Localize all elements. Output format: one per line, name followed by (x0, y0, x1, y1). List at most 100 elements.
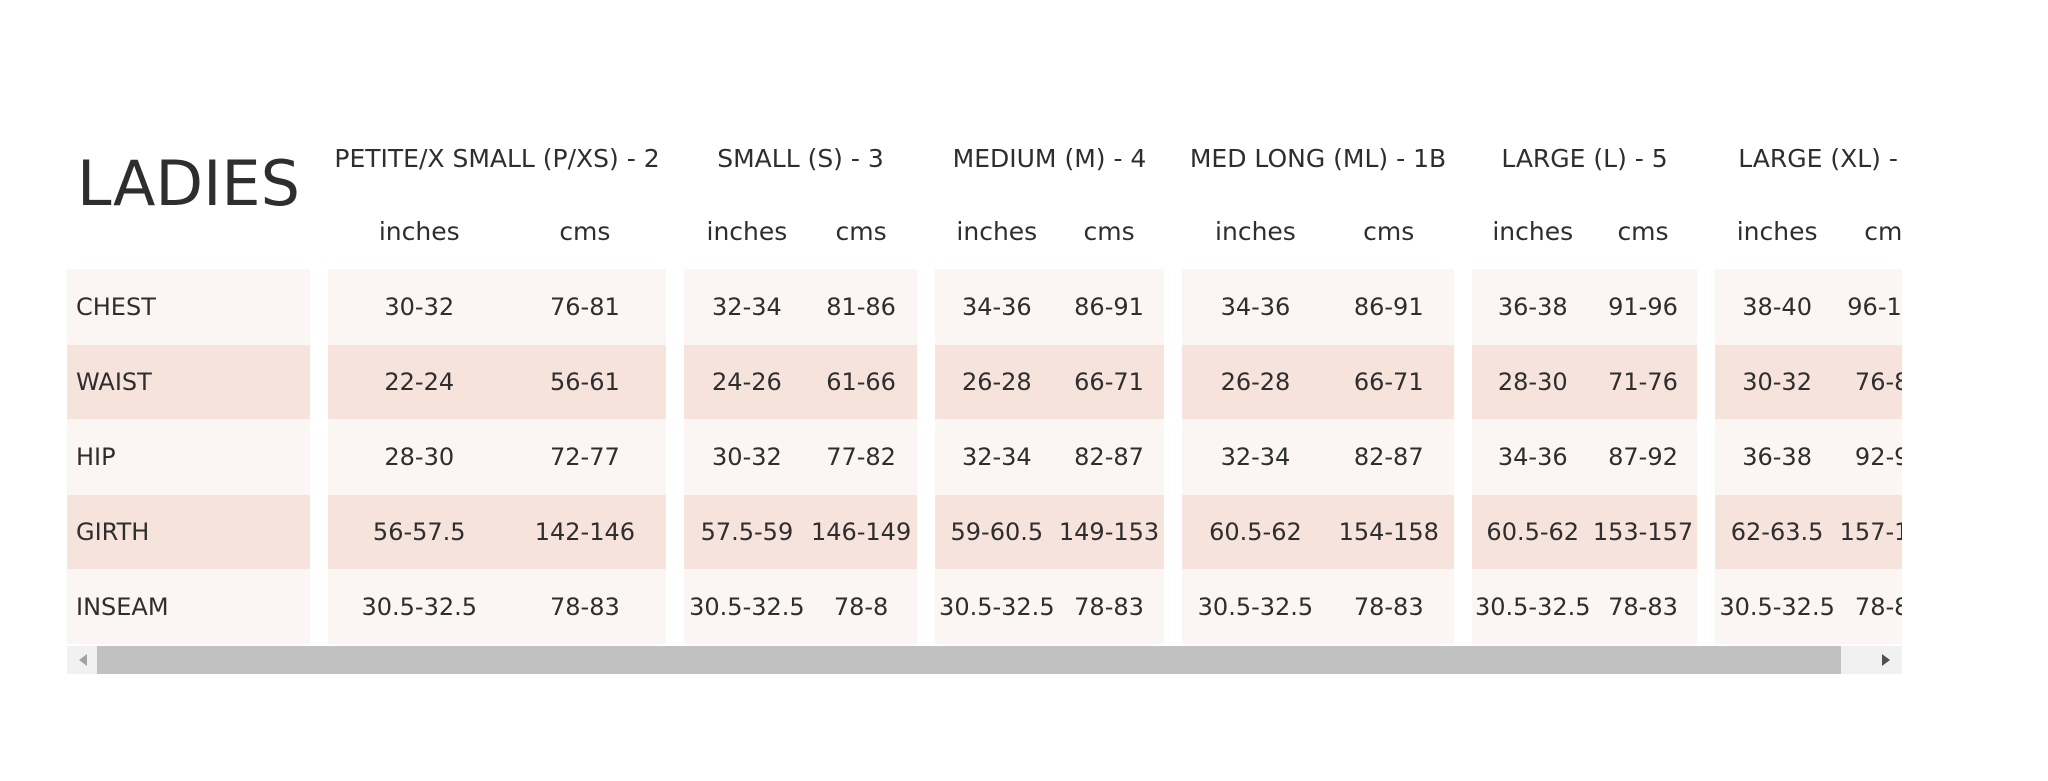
size-value: 34-36 (1497, 443, 1568, 471)
unit-header: cms (1864, 216, 1902, 246)
unit-header: inches (1736, 216, 1818, 246)
size-value: 153-157 (1592, 518, 1694, 546)
size-value: 86-91 (1074, 293, 1144, 321)
size-value: 82-87 (1074, 443, 1144, 471)
size-value: 22-24 (384, 368, 455, 396)
cell-bg (1715, 269, 1902, 345)
unit-header: cms (1363, 216, 1415, 246)
scrollbar-graphic (79, 646, 1890, 674)
size-table[interactable]: LADIES PETITE/X SMALL (P/XS) - 2 inches cm… (0, 0, 1902, 781)
size-value: 34-36 (961, 293, 1032, 321)
size-value: 36-38 (1497, 293, 1568, 321)
unit-header: cms (835, 216, 887, 246)
size-value: 66-71 (1353, 368, 1424, 396)
table-title: LADIES (77, 147, 300, 220)
cell-bg (684, 269, 917, 345)
size-header: MEDIUM (M) - 4 (952, 143, 1147, 173)
cell-bg (1715, 495, 1902, 569)
cell-bg (1472, 345, 1697, 419)
size-value: 26-28 (1220, 368, 1291, 396)
unit-header: inches (956, 216, 1038, 246)
cell-bg (328, 269, 666, 345)
size-value: 30-32 (1742, 368, 1812, 396)
size-value: 30.5-32.5 (689, 592, 805, 621)
size-value: 28-30 (384, 443, 455, 471)
size-value: 86-91 (1353, 293, 1424, 321)
cell-bg (935, 269, 1164, 345)
cell-bg (935, 345, 1164, 419)
size-value: 56-57.5 (372, 518, 466, 546)
size-value: 30.5-32.5 (1197, 592, 1314, 621)
cell-bg (1715, 569, 1902, 644)
cell-bg (1182, 569, 1454, 644)
size-value: 59-60.5 (950, 518, 1044, 546)
size-value: 92-97 (1854, 443, 1902, 471)
cell-bg (684, 345, 917, 419)
size-value: 78-83 (1608, 592, 1678, 621)
cell-bg (1715, 419, 1902, 495)
size-value: 71-76 (1608, 368, 1678, 396)
size-value: 32-34 (712, 293, 782, 321)
size-value: 154-158 (1338, 518, 1439, 546)
size-value: 146-149 (810, 518, 912, 546)
cell-bg (1182, 269, 1454, 345)
cell-bg (1472, 495, 1697, 569)
row-label: HIP (67, 419, 310, 495)
size-value: 82-87 (1353, 443, 1424, 471)
size-value: 26-28 (961, 368, 1032, 396)
size-value: 30.5-32.5 (1719, 592, 1835, 621)
unit-header: cms (1617, 216, 1669, 246)
cell-bg (935, 419, 1164, 495)
size-value: 142-146 (534, 518, 636, 546)
size-value: 30-32 (712, 443, 782, 471)
size-value: 60.5-62 (1486, 518, 1580, 546)
row-label: INSEAM (67, 569, 310, 644)
cell-bg (328, 345, 666, 419)
size-value: 56-61 (550, 368, 620, 396)
size-value: 149-153 (1058, 518, 1160, 546)
size-value: 57.5-59 (700, 518, 794, 546)
cell-bg (1182, 345, 1454, 419)
cell-bg (328, 419, 666, 495)
unit-header: inches (706, 216, 788, 246)
cell-bg (328, 569, 666, 644)
cell-bg (684, 569, 917, 644)
size-header: LARGE (L) - 5 (1501, 143, 1668, 173)
size-value: 77-82 (826, 443, 896, 471)
size-value: 76-81 (550, 293, 620, 321)
size-value: 28-30 (1497, 368, 1568, 396)
size-header: LARGE (XL) - 6 (1738, 143, 1902, 173)
size-value: 66-71 (1074, 368, 1144, 396)
size-header: SMALL (S) - 3 (717, 143, 884, 173)
cell-bg (328, 495, 666, 569)
size-value: 60.5-62 (1209, 518, 1302, 546)
size-value: 34-36 (1220, 293, 1291, 321)
size-value: 91-96 (1608, 293, 1678, 321)
size-value: 38-40 (1742, 293, 1812, 321)
size-value: 61-66 (826, 368, 896, 396)
size-value: 24-26 (712, 368, 782, 396)
size-value: 87-92 (1608, 443, 1678, 471)
cell-bg (1715, 345, 1902, 419)
cell-bg (1472, 569, 1697, 644)
size-value: 30.5-32.5 (939, 592, 1055, 621)
unit-header: cms (1083, 216, 1135, 246)
scroll-left-arrow[interactable] (79, 654, 87, 666)
row-label: CHEST (67, 269, 310, 345)
size-value: 30-32 (384, 293, 455, 321)
scroll-thumb[interactable] (97, 646, 1841, 674)
unit-header: inches (1215, 216, 1296, 246)
cell-bg (1472, 269, 1697, 345)
unit-header: inches (378, 216, 460, 246)
size-value: 78-83 (1353, 592, 1424, 621)
cell-bg (684, 419, 917, 495)
size-value: 96-101 (1847, 293, 1902, 321)
unit-header: inches (1492, 216, 1574, 246)
cell-bg (935, 569, 1164, 644)
size-value: 30.5-32.5 (1474, 592, 1591, 621)
cell-bg (1182, 419, 1454, 495)
scroll-right-arrow[interactable] (1882, 654, 1890, 666)
scrollbar[interactable] (67, 646, 1902, 674)
size-value: 78-8 (833, 592, 889, 621)
cell-bg (1472, 419, 1697, 495)
